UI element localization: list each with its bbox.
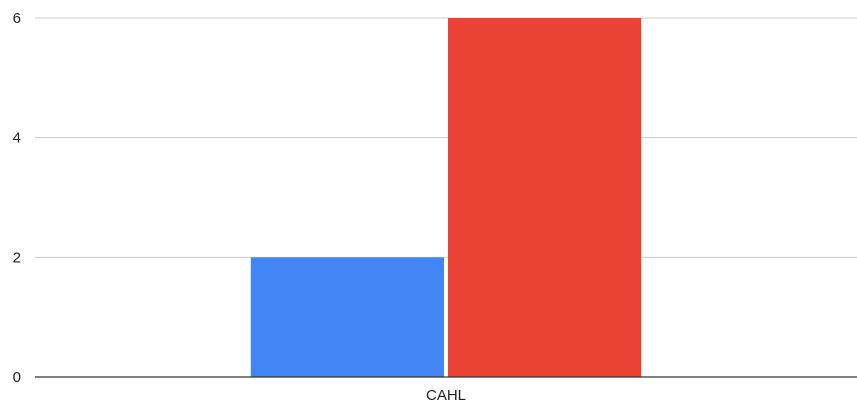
bar-cahl-series-2 <box>448 18 642 377</box>
axes: 0 2 4 6 CAHL <box>13 10 857 404</box>
y-tick-label: 0 <box>13 369 21 386</box>
x-category-label: CAHL <box>426 387 466 403</box>
gridlines <box>35 17 857 258</box>
bars <box>250 18 642 377</box>
bar-cahl-series-1 <box>250 257 444 377</box>
y-tick-label: 6 <box>13 10 21 27</box>
y-tick-label: 4 <box>13 130 21 147</box>
y-tick-label: 2 <box>13 249 21 266</box>
